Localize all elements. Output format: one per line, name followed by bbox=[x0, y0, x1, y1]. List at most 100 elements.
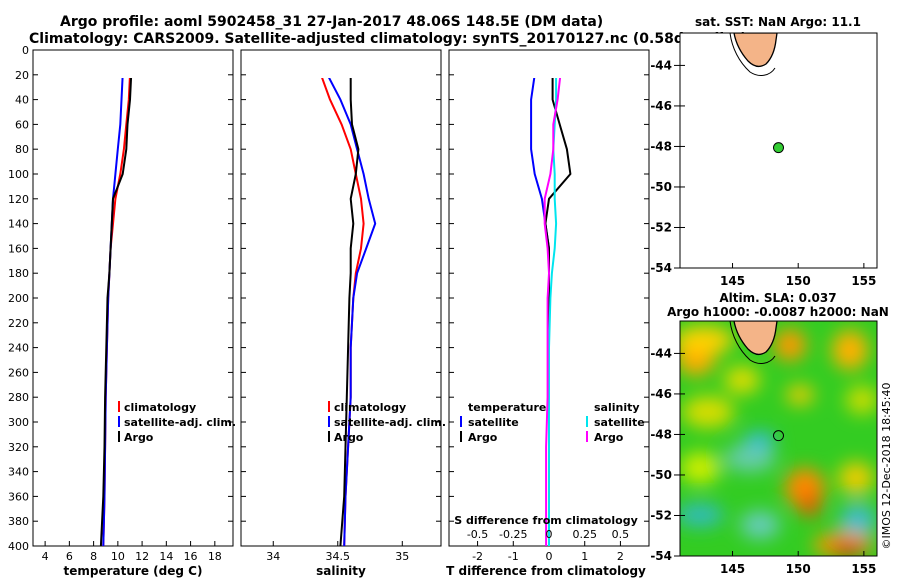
t-difference-xlabel: T difference from climatology bbox=[446, 564, 646, 578]
salinity-panel: 34 34.5 35 salinity climatology satellite-… bbox=[240, 49, 446, 578]
x-tick-label: 4 bbox=[42, 550, 49, 563]
y-tick-label: 180 bbox=[8, 267, 29, 280]
x-tick-label: 35 bbox=[395, 550, 409, 563]
difference-legend-temperature: temperature satellite Argo bbox=[460, 401, 546, 444]
sla-coast-contour bbox=[729, 321, 776, 364]
y-tick-label: 300 bbox=[8, 416, 29, 429]
map-y-tick-label: -48 bbox=[650, 139, 672, 153]
legend-label-s-argo: Argo bbox=[594, 431, 624, 444]
y-tick-label: 40 bbox=[15, 94, 29, 107]
sla-heatmap bbox=[680, 321, 877, 556]
map-y-tick-label: -46 bbox=[650, 387, 672, 401]
sst-coast-contour bbox=[729, 33, 776, 76]
legend-label-t-satellite: satellite bbox=[468, 416, 519, 429]
x-tick-label: 6 bbox=[66, 550, 73, 563]
legend-swatch-climatology bbox=[328, 401, 330, 412]
salinity-xlabel: salinity bbox=[316, 564, 366, 578]
s-difference-ticks: -0.5 -0.25 0 0.25 0.5 bbox=[467, 528, 629, 541]
y-tick-label: 200 bbox=[8, 292, 29, 305]
series-line-argo bbox=[339, 78, 360, 546]
sla-map-frame bbox=[679, 320, 878, 557]
temperature-axes-box bbox=[32, 49, 234, 547]
x-tick-label: 0 bbox=[546, 550, 553, 563]
argo-float-marker bbox=[773, 142, 784, 154]
tasmania-land-shape bbox=[733, 33, 778, 68]
x-tick-label: 14 bbox=[159, 550, 173, 563]
temperature-ticks: 4 6 8 10 12 14 16 18020406080100120140160180200… bbox=[8, 44, 233, 563]
x-tick-label: 10 bbox=[111, 550, 125, 563]
map-x-tick-label: 145 bbox=[720, 274, 745, 288]
sla-map-title: Altim. SLA: 0.037 bbox=[719, 291, 836, 305]
x-tick-label: 18 bbox=[208, 550, 222, 563]
y-tick-label: 220 bbox=[8, 317, 29, 330]
y-tick-label: 20 bbox=[15, 69, 29, 82]
salinity-ticks: 34 34.5 35 bbox=[241, 49, 441, 563]
x-tick-label: 8 bbox=[90, 550, 97, 563]
y-tick-label: 140 bbox=[8, 218, 29, 231]
temperature-lines bbox=[99, 78, 133, 546]
salinity-axes-box bbox=[240, 49, 442, 547]
sst-map-ticks: 145 150 155 -44 -46 -48 -50 -52 -54 bbox=[650, 58, 876, 288]
map-y-tick-label: -52 bbox=[650, 508, 672, 522]
x-tick-label: -2 bbox=[472, 550, 483, 563]
sst-map-title: sat. SST: NaN Argo: 11.1 bbox=[695, 15, 861, 29]
legend-swatch-s-satellite bbox=[586, 416, 588, 427]
difference-ticks: -2 -1 0 1 2 bbox=[449, 49, 649, 563]
legend-label-climatology: climatology bbox=[124, 401, 196, 414]
map-y-tick-label: -54 bbox=[650, 261, 672, 275]
sla-tasmania-land bbox=[733, 321, 778, 356]
y-tick-label: 60 bbox=[15, 118, 29, 131]
map-x-tick-label: 145 bbox=[720, 562, 745, 576]
legend-swatch-satellite bbox=[118, 416, 120, 427]
legend-label-s-satellite: satellite bbox=[594, 416, 645, 429]
temperature-panel: 4 6 8 10 12 14 16 18020406080100120140160180200… bbox=[8, 44, 236, 578]
sla-map-panel: Altim. SLA: 0.037 Argo h1000: -0.0087 h2… bbox=[650, 291, 893, 576]
legend-title-salinity: salinity bbox=[594, 401, 640, 414]
legend-swatch-t-satellite bbox=[460, 416, 462, 427]
legend-swatch-satellite bbox=[328, 416, 330, 427]
s-difference-label: S difference from climatology bbox=[454, 514, 638, 527]
x-tick-label: 34.5 bbox=[326, 550, 351, 563]
y-tick-label: 320 bbox=[8, 441, 29, 454]
y-tick-label: 280 bbox=[8, 391, 29, 404]
salinity-legend: climatology satellite-adj. clim. Argo bbox=[328, 401, 446, 444]
y-tick-label: 160 bbox=[8, 242, 29, 255]
series-line-argo bbox=[99, 78, 133, 546]
series-line-satellite-adj-clim- bbox=[328, 78, 377, 546]
y-tick-label: 100 bbox=[8, 168, 29, 181]
map-y-tick-label: -48 bbox=[650, 427, 672, 441]
y-tick-label: 240 bbox=[8, 342, 29, 355]
x-tick-label: 1 bbox=[581, 550, 588, 563]
x-tick-label: 2 bbox=[617, 550, 624, 563]
title-line-2: Climatology: CARS2009. Satellite-adjuste… bbox=[29, 31, 747, 47]
legend-label-satellite: satellite-adj. clim. bbox=[334, 416, 446, 429]
x-tick-label: -1 bbox=[508, 550, 519, 563]
y-tick-label: 340 bbox=[8, 466, 29, 479]
map-y-tick-label: -50 bbox=[650, 180, 672, 194]
map-x-tick-label: 155 bbox=[851, 562, 876, 576]
sla-map-ticks: 145 150 155 -44 -46 -48 -50 -52 -54 bbox=[650, 346, 876, 576]
temperature-xlabel: temperature (deg C) bbox=[64, 564, 203, 578]
s-tick-label: 0.25 bbox=[572, 528, 597, 541]
series-line-salinity-argo bbox=[543, 78, 562, 546]
legend-label-satellite: satellite-adj. clim. bbox=[124, 416, 236, 429]
legend-swatch-argo bbox=[118, 431, 120, 442]
legend-label-t-argo: Argo bbox=[468, 431, 498, 444]
imos-credit: ©IMOS 12-Dec-2018 18:45:40 bbox=[880, 383, 893, 550]
x-tick-label: 34 bbox=[266, 550, 280, 563]
s-tick-label: -0.25 bbox=[499, 528, 527, 541]
map-y-tick-label: -54 bbox=[650, 549, 672, 563]
y-tick-label: 360 bbox=[8, 490, 29, 503]
legend-label-argo: Argo bbox=[334, 431, 364, 444]
temperature-legend: climatology satellite-adj. clim. Argo bbox=[118, 401, 236, 444]
map-y-tick-label: -44 bbox=[650, 58, 672, 72]
legend-title-temperature: temperature bbox=[468, 401, 546, 414]
y-tick-label: 260 bbox=[8, 366, 29, 379]
legend-swatch-climatology bbox=[118, 401, 120, 412]
map-y-tick-label: -44 bbox=[650, 346, 672, 360]
sla-float-marker bbox=[773, 430, 784, 442]
s-tick-label: 0 bbox=[546, 528, 553, 541]
map-y-tick-label: -52 bbox=[650, 220, 672, 234]
sla-anomaly-blobs bbox=[680, 326, 877, 556]
